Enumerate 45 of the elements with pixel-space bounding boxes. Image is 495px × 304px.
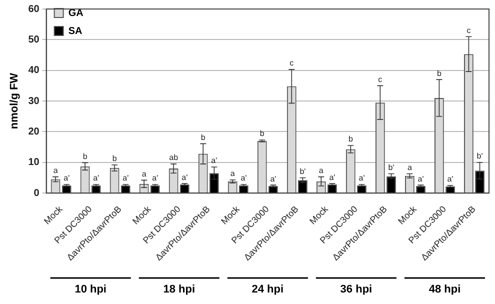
data-label: c	[466, 26, 471, 35]
text: 18 hpi	[163, 284, 196, 296]
data-label: a'	[122, 174, 130, 183]
data-label: a	[142, 169, 147, 178]
data-label: a'	[358, 174, 366, 183]
data-label: c	[378, 74, 382, 84]
data-label: b	[260, 129, 265, 138]
y-tick-label: 50	[28, 34, 40, 46]
data-label: a'	[270, 174, 277, 184]
text: 10 hpi	[74, 284, 106, 296]
data-label: b'	[476, 152, 484, 161]
data-label: b'	[388, 162, 395, 172]
data-label: c	[290, 58, 294, 68]
data-label: b	[200, 132, 206, 142]
data-label: b	[112, 154, 118, 164]
y-tick-label: 20	[28, 126, 40, 138]
data-label: a	[230, 169, 236, 178]
data-label: a'	[240, 174, 248, 183]
data-label: a'	[418, 174, 424, 184]
text: 36 hpi	[340, 284, 372, 296]
data-label: a	[318, 166, 324, 176]
data-label: ab	[169, 153, 179, 162]
data-label: a'	[152, 174, 159, 183]
data-label: a'	[211, 156, 218, 166]
y-tick-label: 0	[34, 188, 40, 199]
y-tick-label: 30	[28, 96, 40, 107]
y-axis-title: nmol/g FW	[8, 72, 21, 130]
legend-label: SA	[68, 26, 82, 37]
data-label: b'	[300, 166, 306, 176]
data-label: a	[407, 162, 412, 172]
data-label: b	[436, 68, 442, 78]
y-tick-label: 40	[28, 65, 40, 76]
data-label: a'	[447, 174, 454, 184]
data-label: a'	[182, 172, 188, 182]
legend-label: GA	[68, 8, 84, 19]
data-label: a'	[93, 174, 100, 183]
text: 48 hpi	[428, 284, 461, 296]
text: 24 hpi	[252, 284, 284, 296]
y-tick-label: 60	[28, 4, 40, 15]
data-label: a'	[64, 174, 70, 183]
data-label: b	[82, 152, 88, 161]
data-label: a'	[329, 172, 336, 182]
data-label: b	[348, 134, 354, 144]
y-tick-label: 10	[28, 157, 40, 168]
data-label: a	[53, 166, 58, 176]
